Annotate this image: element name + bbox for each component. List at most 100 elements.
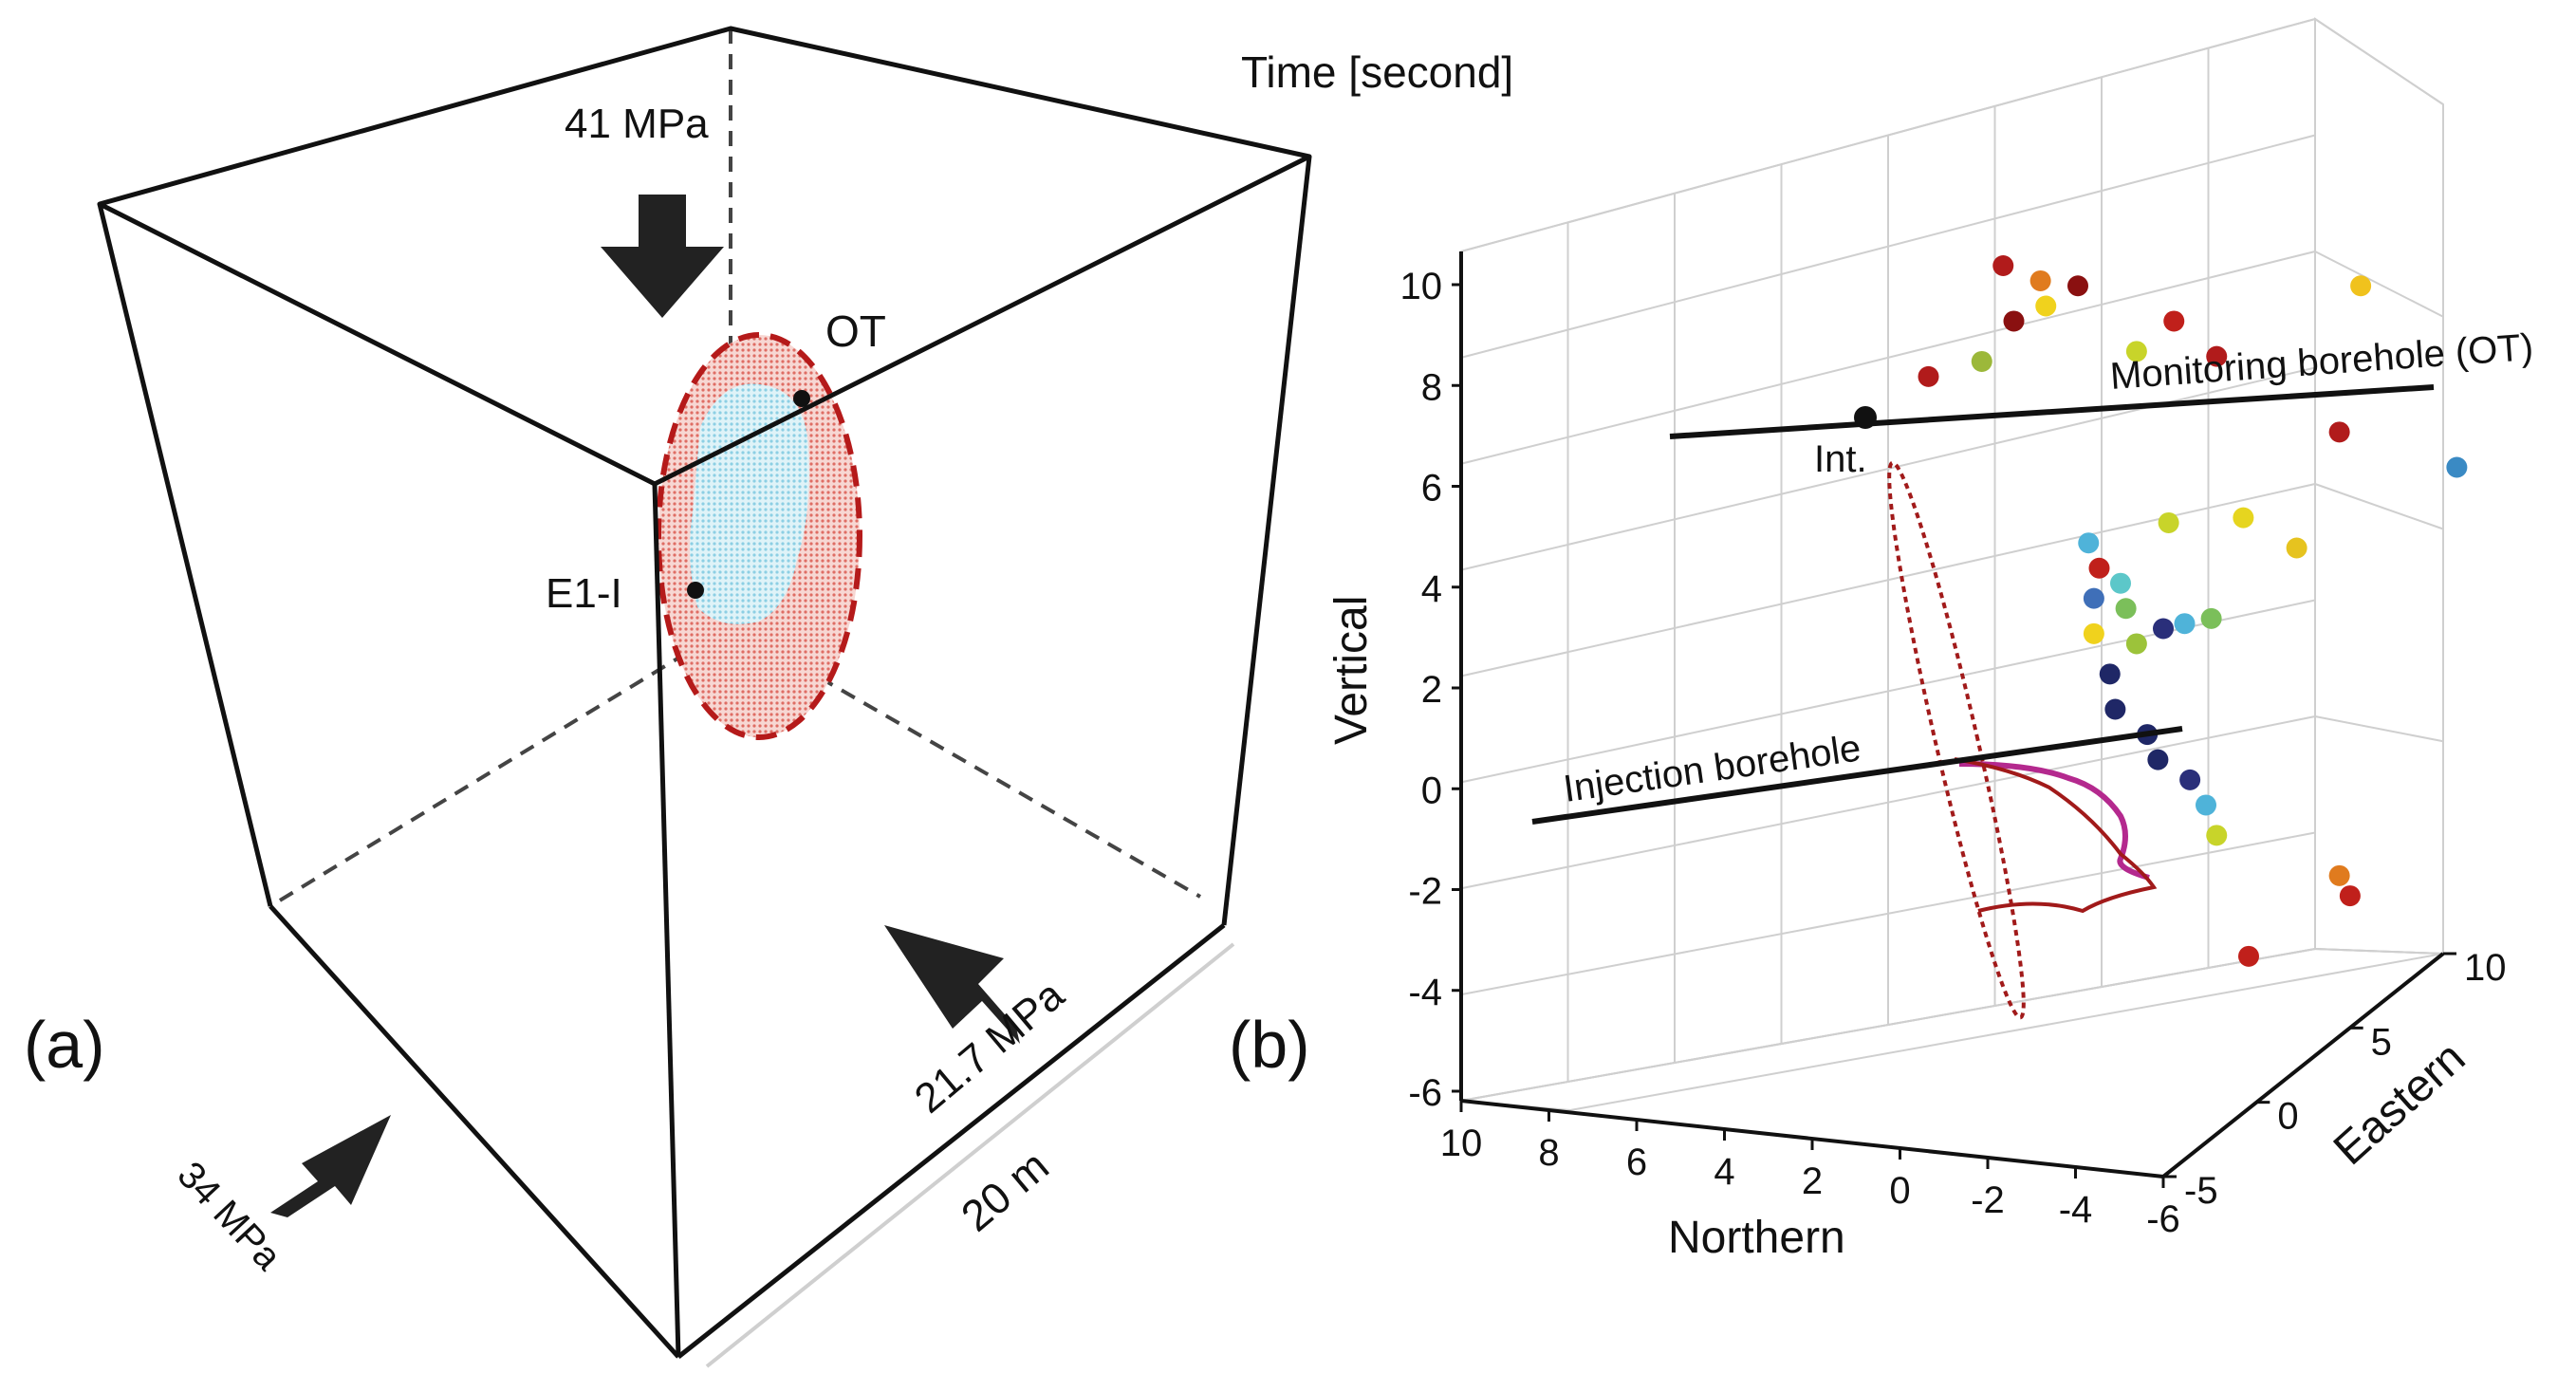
event-point (2099, 663, 2121, 685)
grid-h-line (1460, 948, 2316, 1102)
northern-axis-label: Northern (1668, 1213, 1845, 1263)
event-point (2125, 341, 2147, 362)
panel-b: Time [second] Monitoring borehole (OT) I… (1229, 17, 2534, 1263)
eastern-tick-label: 10 (2464, 947, 2507, 989)
northern-tick-label: 6 (1626, 1141, 1647, 1183)
intersection-marker (1854, 406, 1877, 429)
event-point (2104, 698, 2126, 720)
eastern-axis-label: Eastern (2325, 1032, 2474, 1175)
stress-vertical-label: 41 MPa (565, 101, 709, 147)
grid-side-line (2314, 18, 2444, 105)
grid-h-line (1460, 715, 2316, 890)
arrow-vertical-icon (601, 195, 724, 318)
magenta-trace (1958, 761, 2150, 881)
arrow-side-icon (270, 1115, 391, 1217)
event-point (2147, 749, 2169, 770)
event-point (1992, 255, 2014, 276)
grid-side-line (2314, 948, 2444, 955)
event-point (2328, 864, 2350, 886)
cube-visible-edges (97, 26, 1312, 1359)
event-point (2003, 310, 2025, 332)
time-title: Time [second] (1241, 47, 1513, 97)
fracture-outline (1887, 460, 2026, 1020)
eastern-tick-label: 5 (2371, 1021, 2392, 1063)
stress-arrows (270, 195, 1020, 1217)
vertical-tick-label: 8 (1421, 366, 1442, 408)
event-point (2153, 618, 2174, 640)
northern-tick-label: 10 (1440, 1123, 1483, 1164)
event-point (2446, 456, 2468, 478)
event-point (2067, 275, 2088, 297)
dimension-line (705, 942, 1235, 1368)
northern-tick-label: 2 (1802, 1160, 1823, 1202)
event-point (2179, 769, 2201, 790)
event-point (2083, 622, 2104, 644)
vertical-tick-label: -4 (1408, 972, 1442, 1013)
vertical-tick-label: 0 (1421, 770, 1442, 811)
axis-ticks (1452, 283, 2456, 1188)
event-point (2078, 532, 2100, 554)
event-point (2206, 825, 2228, 846)
event-point (2158, 511, 2179, 533)
event-point (2206, 345, 2228, 367)
fluid-core (689, 383, 809, 624)
northern-tick-label: 4 (1714, 1151, 1734, 1193)
red-trace (1954, 757, 2158, 914)
event-point (2286, 537, 2307, 559)
vertical-tick-label: 2 (1421, 669, 1442, 711)
panel-a: 41 MPa OT E1-I (a) 21.7 MPa 34 MPa 20 m (24, 26, 1312, 1368)
event-point (2350, 275, 2372, 297)
grid-side-line (2314, 483, 2444, 530)
northern-tick-label: 0 (1889, 1170, 1910, 1212)
event-point (2238, 945, 2259, 967)
event-point (2200, 607, 2222, 629)
event-point (2115, 598, 2137, 620)
stress-side-label: 34 MPa (169, 1154, 289, 1278)
event-point (1918, 365, 1939, 387)
grid-h-line (1460, 831, 2316, 996)
fracture-zone (656, 332, 862, 740)
monitoring-borehole-line (1669, 384, 2435, 439)
vertical-tick-label: -6 (1408, 1072, 1442, 1114)
arrow-front-icon (884, 925, 1020, 1044)
event-point (2174, 613, 2196, 635)
event-point (2083, 587, 2104, 609)
injection-borehole-line (1531, 726, 2183, 825)
event-point (2035, 295, 2057, 317)
event-point (2328, 421, 2350, 443)
event-point (2110, 572, 2131, 594)
northern-tick-label: -4 (2059, 1189, 2093, 1231)
event-point (1971, 350, 1992, 372)
grid-side-line (2314, 715, 2444, 743)
northern-tick-label: 8 (1538, 1132, 1559, 1174)
panel-a-label: (a) (24, 1008, 105, 1082)
eastern-tick-labels: 10 5 0 -5 (2184, 947, 2507, 1212)
eastern-tick-label: 0 (2277, 1096, 2298, 1138)
vertical-tick-label: 6 (1421, 468, 1442, 510)
event-point (2339, 885, 2361, 907)
plot-walls (1460, 17, 2444, 1112)
vertical-tick-label: 10 (1400, 266, 1443, 307)
intersection-label: Int. (1814, 438, 1867, 480)
vertical-tick-label: 4 (1421, 568, 1442, 610)
point-ot-marker (793, 390, 810, 407)
point-e1-marker (687, 582, 704, 599)
point-e1-label: E1-I (546, 570, 622, 617)
event-point (2163, 310, 2185, 332)
vertical-tick-labels: 10 8 6 4 2 0 -2 -4 -6 (1400, 266, 1443, 1114)
event-point (2196, 794, 2216, 816)
panel-b-label: (b) (1229, 1008, 1310, 1082)
event-point (2088, 557, 2110, 579)
event-point (2029, 269, 2051, 291)
northern-tick-label: -6 (2146, 1198, 2180, 1240)
eastern-tick-label: -5 (2184, 1170, 2218, 1212)
event-point (2125, 633, 2147, 655)
point-ot-label: OT (825, 306, 886, 356)
northern-tick-label: -2 (1971, 1179, 2005, 1221)
grid-side-line (2314, 251, 2444, 318)
northern-tick-labels: 10 8 6 4 2 0 -2 -4 -6 (1440, 1123, 2180, 1240)
event-point (2233, 507, 2254, 529)
vertical-tick-label: -2 (1408, 871, 1442, 913)
vertical-axis-label: Vertical (1326, 596, 1377, 745)
